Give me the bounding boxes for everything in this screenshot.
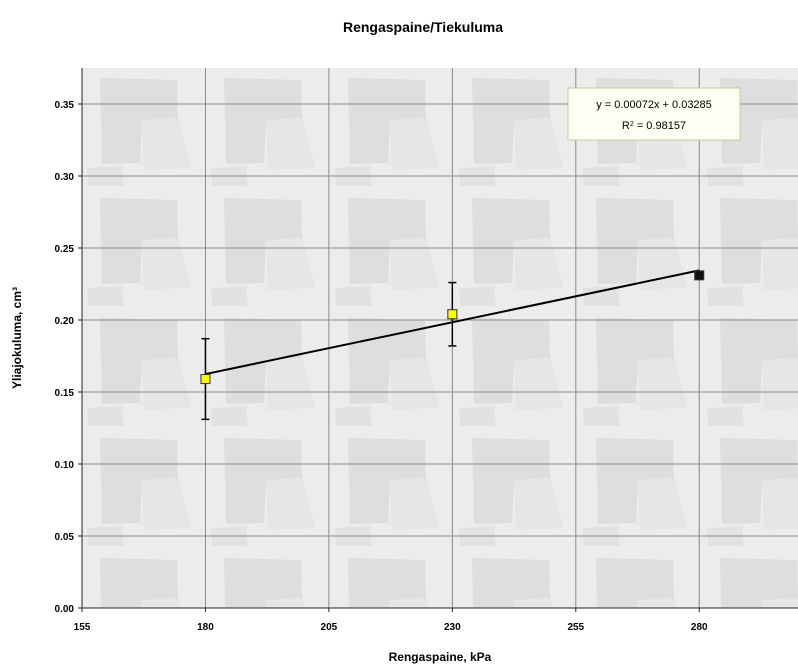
x-tick-label: 180 bbox=[197, 622, 214, 633]
gridlines bbox=[82, 68, 798, 608]
y-tick-label: 0.35 bbox=[55, 100, 75, 111]
y-axis-ticks: 0.00 0.05 0.10 0.15 0.20 0.25 0.30 0.35 bbox=[55, 100, 82, 615]
y-tick-label: 0.20 bbox=[55, 316, 75, 327]
chart-title: Rengaspaine/Tiekuluma bbox=[343, 19, 503, 35]
data-points bbox=[200, 270, 705, 385]
y-tick-label: 0.05 bbox=[55, 532, 75, 543]
x-axis-ticks: 155 180 205 230 255 280 bbox=[74, 608, 708, 633]
r-squared-label: R2 = 0.98157 bbox=[622, 120, 686, 132]
x-tick-label: 155 bbox=[74, 622, 91, 633]
y-tick-label: 0.30 bbox=[55, 172, 75, 183]
x-tick-label: 255 bbox=[567, 622, 584, 633]
y-tick-label: 0.00 bbox=[55, 604, 75, 615]
y-tick-label: 0.25 bbox=[55, 244, 75, 255]
y-tick-label: 0.10 bbox=[55, 460, 75, 471]
plot-area bbox=[82, 68, 798, 608]
x-tick-label: 205 bbox=[321, 622, 338, 633]
x-axis-label: Rengaspaine, kPa bbox=[389, 650, 492, 664]
data-point bbox=[200, 374, 211, 385]
data-point bbox=[694, 270, 705, 281]
trendline-equation-box: y = 0.00072x + 0.03285 R2 = 0.98157 bbox=[567, 87, 741, 141]
y-axis-label: Yliajokuluma, cm³ bbox=[10, 287, 24, 389]
data-point bbox=[447, 309, 458, 320]
y-tick-label: 0.15 bbox=[55, 388, 75, 399]
x-tick-label: 230 bbox=[444, 622, 461, 633]
x-tick-label: 280 bbox=[691, 622, 708, 633]
trendline-equation: y = 0.00072x + 0.03285 bbox=[596, 99, 712, 111]
